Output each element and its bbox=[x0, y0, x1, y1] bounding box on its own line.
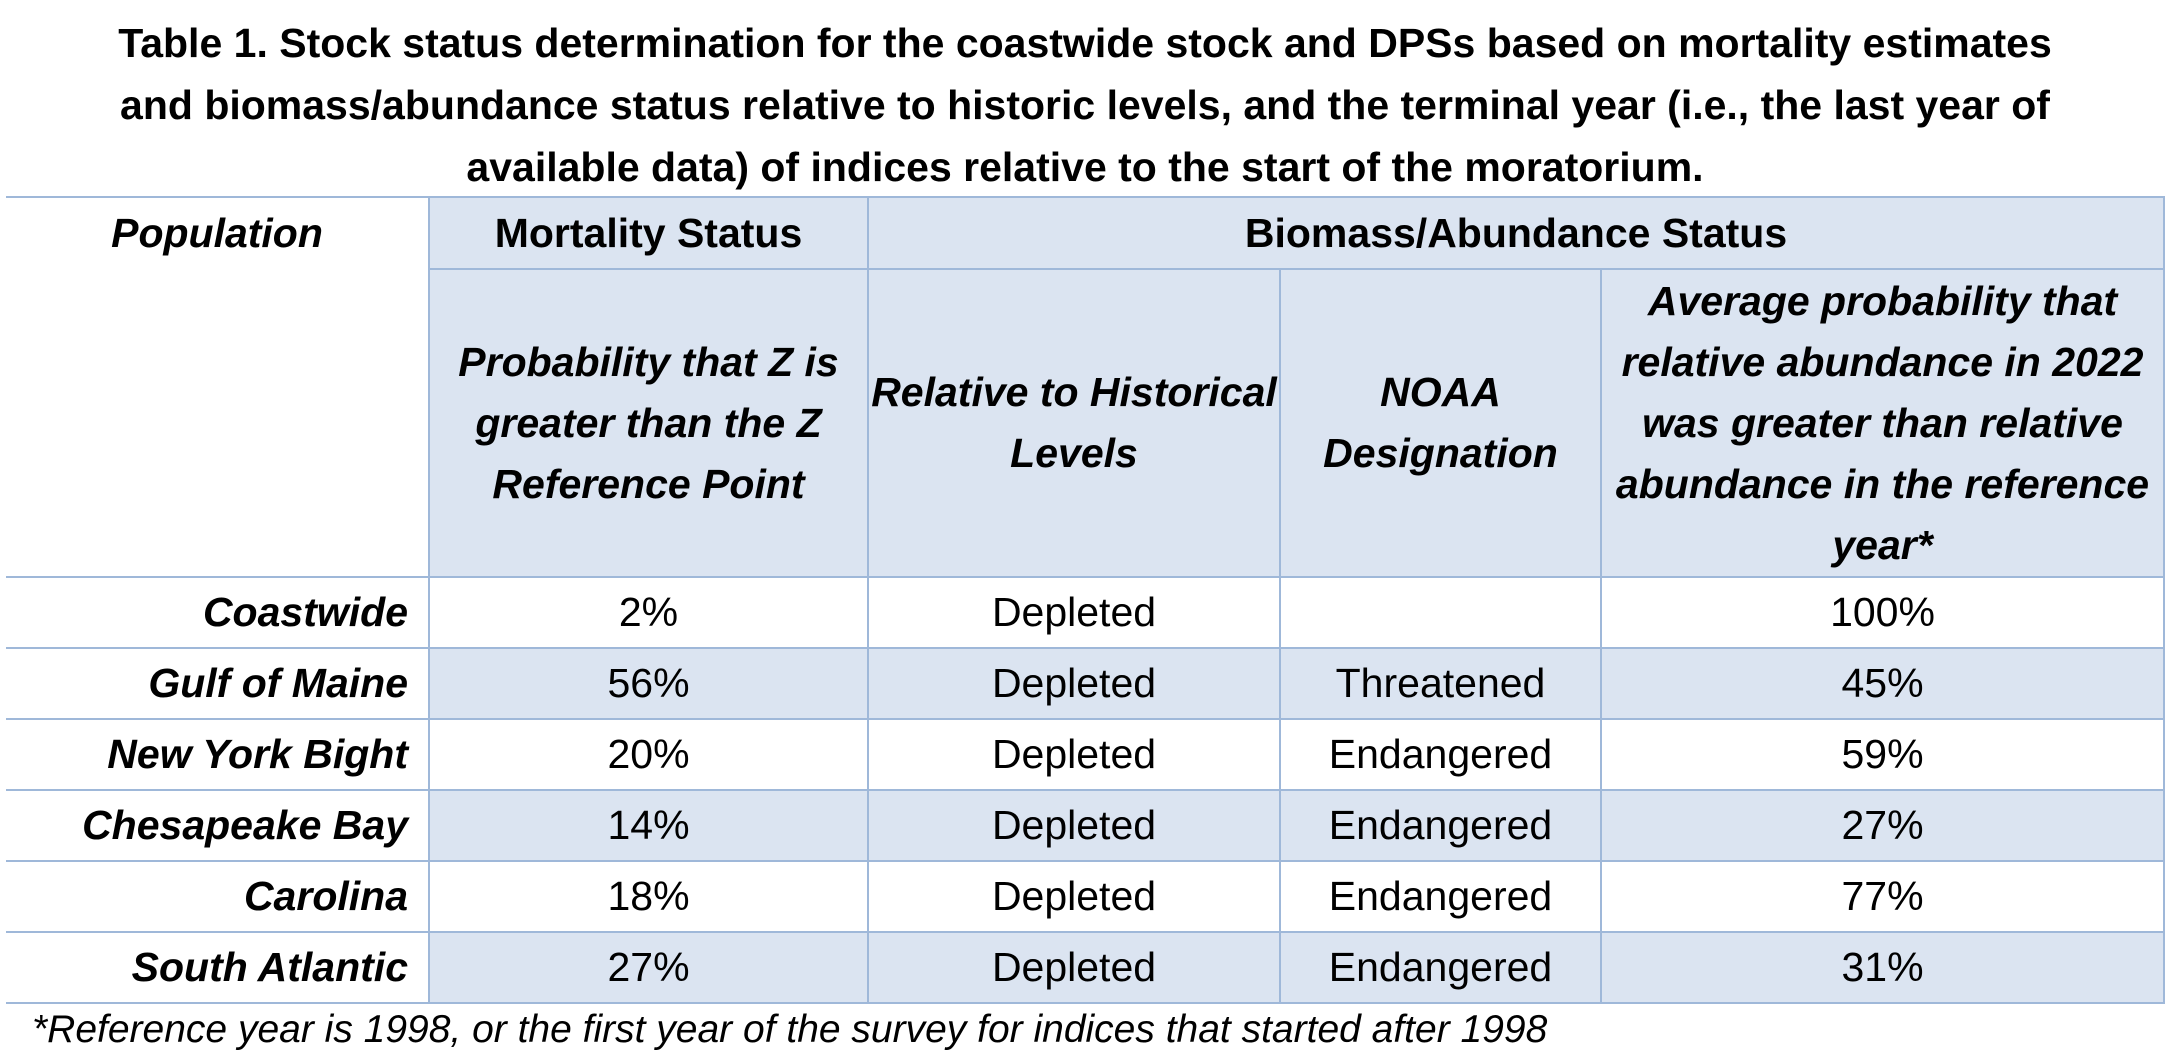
mortality-cell: 56% bbox=[428, 648, 868, 720]
population-cell: Coastwide bbox=[6, 577, 429, 649]
noaa-designation-header: NOAA Designation bbox=[1279, 269, 1601, 578]
table-row: Coastwide 2% Depleted 100% bbox=[6, 577, 2166, 649]
population-cell: Chesapeake Bay bbox=[6, 790, 429, 862]
sub-header-row: Probability that Z is greater than the Z… bbox=[6, 269, 2166, 578]
probability-cell: 31% bbox=[1599, 932, 2166, 1004]
relative-historical-header: Relative to Historical Levels bbox=[867, 269, 1280, 578]
probability-cell: 100% bbox=[1599, 577, 2166, 649]
caption-line-2: and biomass/abundance status relative to… bbox=[120, 82, 2050, 128]
mortality-cell: 20% bbox=[428, 719, 868, 791]
noaa-cell: Endangered bbox=[1279, 790, 1601, 862]
probability-cell: 27% bbox=[1599, 790, 2166, 862]
mortality-cell: 27% bbox=[428, 932, 868, 1004]
probability-cell: 77% bbox=[1599, 861, 2166, 933]
probability-cell: 59% bbox=[1599, 719, 2166, 791]
population-cell: Carolina bbox=[6, 861, 429, 933]
population-cell: Gulf of Maine bbox=[6, 648, 429, 720]
relative-cell: Depleted bbox=[867, 577, 1280, 649]
table-row: New York Bight 20% Depleted Endangered 5… bbox=[6, 719, 2166, 791]
relative-cell: Depleted bbox=[867, 932, 1280, 1004]
relative-cell: Depleted bbox=[867, 648, 1280, 720]
relative-cell: Depleted bbox=[867, 790, 1280, 862]
noaa-cell: Endangered bbox=[1279, 719, 1601, 791]
mortality-status-header: Mortality Status bbox=[428, 196, 868, 270]
population-cell: South Atlantic bbox=[6, 932, 429, 1004]
noaa-cell: Endangered bbox=[1279, 861, 1601, 933]
avg-probability-header: Average probability that relative abunda… bbox=[1599, 269, 2166, 578]
table-row: South Atlantic 27% Depleted Endangered 3… bbox=[6, 932, 2166, 1004]
population-cell: New York Bight bbox=[6, 719, 429, 791]
noaa-cell: Threatened bbox=[1279, 648, 1601, 720]
mortality-cell: 14% bbox=[428, 790, 868, 862]
biomass-status-header: Biomass/Abundance Status bbox=[866, 196, 2166, 270]
caption-line-3: available data) of indices relative to t… bbox=[466, 144, 1704, 190]
group-header-row: Population Mortality Status Biomass/Abun… bbox=[6, 196, 2166, 270]
table-row: Chesapeake Bay 14% Depleted Endangered 2… bbox=[6, 790, 2166, 862]
table-row: Carolina 18% Depleted Endangered 77% bbox=[6, 861, 2166, 933]
relative-cell: Depleted bbox=[867, 719, 1280, 791]
noaa-cell bbox=[1279, 577, 1601, 649]
relative-cell: Depleted bbox=[867, 861, 1280, 933]
caption-line-1: Table 1. Stock status determination for … bbox=[118, 20, 2052, 66]
table-row: Gulf of Maine 56% Depleted Threatened 45… bbox=[6, 648, 2166, 720]
mortality-cell: 18% bbox=[428, 861, 868, 933]
population-header: Population bbox=[6, 196, 429, 269]
prob-z-header: Probability that Z is greater than the Z… bbox=[428, 269, 868, 578]
stock-status-table: Population Mortality Status Biomass/Abun… bbox=[6, 196, 2166, 1004]
table-caption: Table 1. Stock status determination for … bbox=[0, 12, 2170, 198]
table-footnote: *Reference year is 1998, or the first ye… bbox=[32, 1008, 1548, 1051]
noaa-cell: Endangered bbox=[1279, 932, 1601, 1004]
probability-cell: 45% bbox=[1599, 648, 2166, 720]
population-header-blank bbox=[6, 269, 429, 578]
mortality-cell: 2% bbox=[428, 577, 868, 649]
